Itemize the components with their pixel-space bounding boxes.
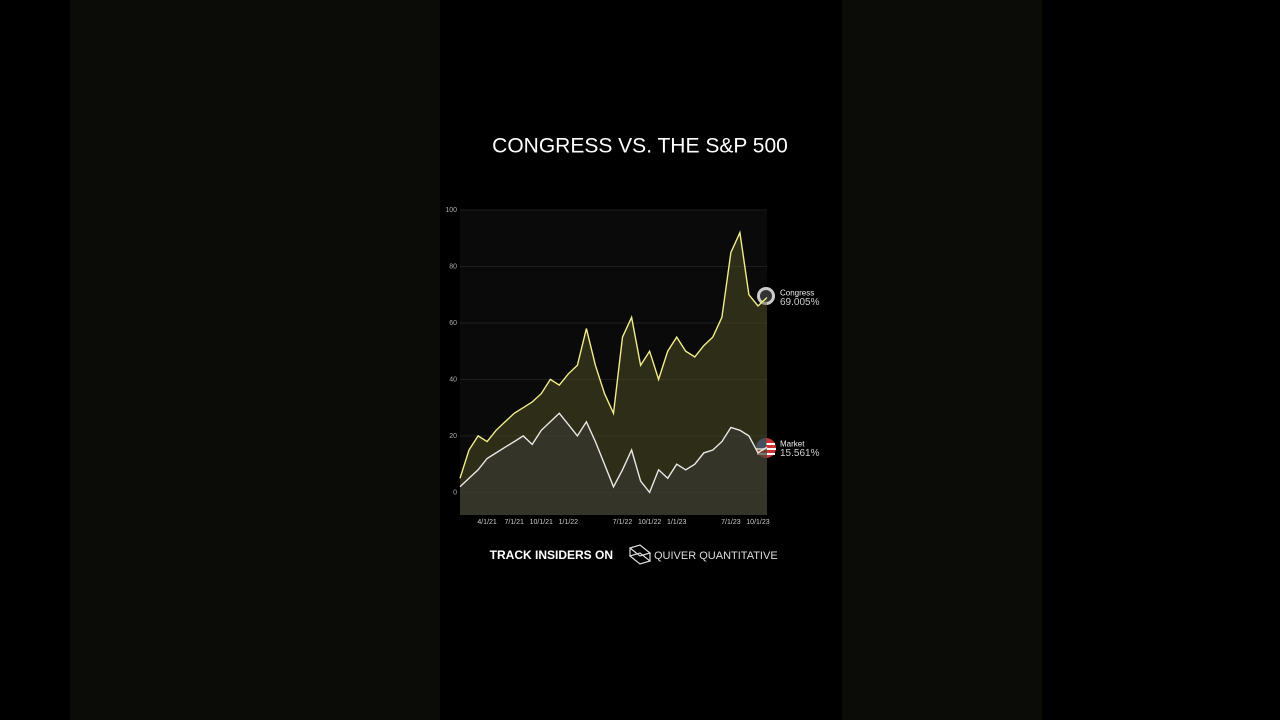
- end-label-name: Congress: [780, 289, 814, 298]
- series-area: [460, 413, 767, 515]
- y-tick-label: 80: [449, 263, 457, 270]
- y-tick-label: 0: [453, 489, 457, 496]
- backdrop-left: [70, 0, 440, 720]
- x-tick-label: 7/1/21: [504, 519, 524, 526]
- brand: QUIVER QUANTITATIVE: [654, 550, 778, 562]
- y-tick-label: 20: [449, 433, 457, 440]
- y-tick-label: 40: [449, 376, 457, 383]
- y-tick-label: 100: [445, 207, 457, 214]
- backdrop-right: [842, 0, 1042, 720]
- end-label-value: 69.005%: [780, 297, 820, 308]
- brand-logo: [628, 544, 652, 565]
- x-tick-label: 1/1/22: [559, 519, 579, 526]
- congress-seal: [757, 287, 775, 305]
- x-tick-label: 10/1/23: [746, 519, 769, 526]
- y-tick-label: 60: [449, 320, 457, 327]
- series-line: [459, 230, 768, 479]
- footer: TRACK INSIDERS ON: [490, 548, 613, 562]
- title: CONGRESS VS. THE S&P 500: [492, 135, 788, 158]
- end-label-value: 15.561%: [780, 448, 820, 459]
- end-label-name: Market: [780, 440, 805, 449]
- x-tick-label: 7/1/23: [721, 519, 741, 526]
- series-line: [459, 412, 768, 494]
- x-tick-label: 7/1/22: [613, 519, 633, 526]
- x-tick-label: 1/1/23: [667, 519, 687, 526]
- x-tick-label: 10/1/22: [638, 519, 661, 526]
- x-tick-label: 10/1/21: [530, 519, 553, 526]
- x-tick-label: 4/1/21: [477, 519, 497, 526]
